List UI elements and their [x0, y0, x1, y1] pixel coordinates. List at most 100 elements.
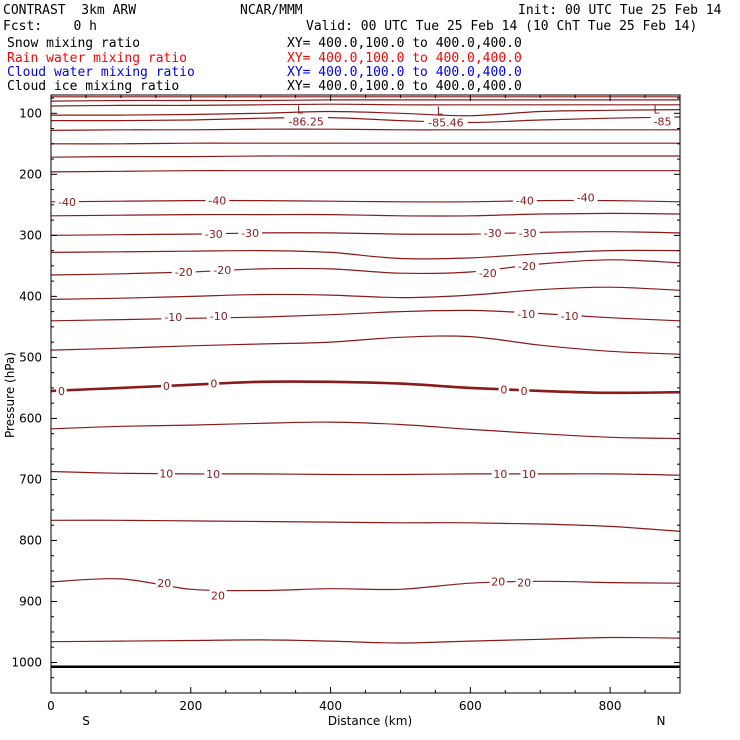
contour-label: 20: [157, 577, 171, 590]
contour-label-bg: [512, 194, 537, 207]
y-tick-label: 400: [19, 289, 42, 303]
contour-label-bg: [557, 309, 582, 322]
contour-label-bg: [518, 384, 530, 397]
model-title: CONTRAST 3km ARW: [3, 3, 137, 18]
contour-label: 10: [522, 468, 536, 481]
y-tick-label: 600: [19, 411, 42, 425]
contour-line: [50, 259, 681, 276]
legend-rain-xy: XY= 400.0,100.0 to 400.0,400.0: [287, 51, 522, 66]
contour-line: [50, 142, 680, 145]
x-axis-label: Distance (km): [328, 714, 412, 728]
y-tick-label: 500: [19, 350, 42, 364]
contour-label-bg: [56, 384, 67, 397]
legend-rain-label: Rain water mixing ratio: [7, 51, 188, 66]
contour-label: -30: [205, 228, 223, 241]
contour-line: [50, 309, 681, 322]
contour-label: -20: [213, 264, 231, 277]
contour-line: [50, 335, 681, 355]
valid-time: Valid: 00 UTC Tue 25 Feb 14 (10 ChT Tue …: [306, 19, 698, 34]
legend-cloud-ice-label: Cloud ice mixing ratio: [7, 79, 180, 94]
x-end-label-north: N: [657, 714, 666, 728]
y-tick-label: 100: [19, 106, 42, 120]
contour-label-bg: [209, 589, 227, 602]
contour-label: -10: [164, 311, 182, 324]
contour-label-bg: [55, 195, 79, 208]
contour-label: 20: [491, 575, 505, 588]
contour-label: 20: [211, 589, 225, 602]
contour-label-bg: [157, 467, 175, 480]
contour-label: -10: [517, 308, 535, 321]
min-value: -86.25: [288, 115, 323, 128]
contour-line: [50, 421, 681, 440]
x-tick-label: 400: [319, 699, 342, 713]
legend-snow-label: Snow mixing ratio: [7, 36, 141, 51]
contour-label: 0: [521, 385, 528, 398]
contour-label: 10: [206, 468, 220, 481]
contour-label-bg: [475, 267, 500, 280]
y-axis-label: Pressure (hPa): [3, 352, 17, 438]
contour-line: [50, 380, 681, 395]
contour-label: -30: [241, 227, 259, 240]
contour-label-bg: [238, 226, 263, 239]
legend-cloud-ice-xy: XY= 400.0,100.0 to 400.0,400.0: [287, 79, 522, 94]
contour-label: -40: [208, 195, 226, 208]
forecast-hour: Fcst: 0 h: [3, 19, 97, 34]
contour-label-bg: [161, 311, 186, 324]
contour-line: [50, 286, 681, 300]
contour-label: -10: [210, 310, 228, 323]
center-label: NCAR/MMM: [240, 3, 303, 18]
contour-label-bg: [208, 377, 220, 390]
min-value: -85.46: [428, 117, 463, 130]
contour-line: [50, 249, 681, 260]
y-tick-label: 800: [19, 533, 42, 547]
contour-label: -30: [484, 227, 502, 240]
min-value-bg: [424, 116, 468, 129]
contour-label-bg: [480, 226, 505, 239]
init-time: Init: 00 UTC Tue 25 Feb 14: [518, 3, 722, 18]
contour-line: [50, 519, 681, 532]
contour-line: [50, 109, 681, 117]
y-tick-label: 1000: [11, 655, 42, 669]
legend-cloud-water-xy: XY= 400.0,100.0 to 400.0,400.0: [287, 65, 522, 80]
min-marker: L: [297, 103, 304, 116]
contour-line: [50, 212, 681, 217]
contour-label: -20: [518, 260, 536, 273]
contour-line: [50, 116, 681, 124]
min-value-bg: [650, 115, 675, 128]
contour-label: 10: [493, 468, 507, 481]
contour-label-bg: [491, 467, 509, 480]
contour-label-bg: [489, 575, 507, 588]
contour-label: -10: [561, 310, 579, 323]
legend-snow-xy: XY= 400.0,100.0 to 400.0,400.0: [287, 36, 522, 51]
contour-line: [50, 636, 681, 644]
contour-label: -40: [58, 196, 76, 209]
contour-lines: [50, 96, 681, 669]
contour-line: [50, 470, 681, 476]
contour-label-bg: [206, 309, 231, 322]
contour-label-bg: [573, 191, 598, 204]
contour-label: 0: [163, 380, 170, 393]
contour-label-bg: [498, 383, 510, 396]
contour-label: -20: [175, 266, 193, 279]
contour-label-bg: [201, 228, 226, 241]
contour-label-bg: [515, 226, 540, 239]
legend-cloud-water-label: Cloud water mixing ratio: [7, 65, 195, 80]
contour-label-bg: [205, 194, 230, 207]
min-value: -85: [654, 115, 672, 128]
min-marker: L: [653, 103, 660, 116]
x-end-label-south: S: [82, 714, 90, 728]
contour-label-bg: [171, 265, 196, 278]
plot-frame: [50, 94, 681, 694]
min-marker: L: [437, 105, 444, 118]
contour-label: 0: [500, 384, 507, 397]
y-tick-label: 900: [19, 594, 42, 608]
contour-label: 0: [58, 385, 65, 398]
x-tick-label: 800: [599, 699, 622, 713]
min-value-bg: [284, 115, 328, 128]
y-tick-label: 300: [19, 228, 42, 242]
x-tick-label: 0: [47, 699, 55, 713]
contour-label-bg: [520, 467, 538, 480]
contour-line: [50, 155, 680, 158]
